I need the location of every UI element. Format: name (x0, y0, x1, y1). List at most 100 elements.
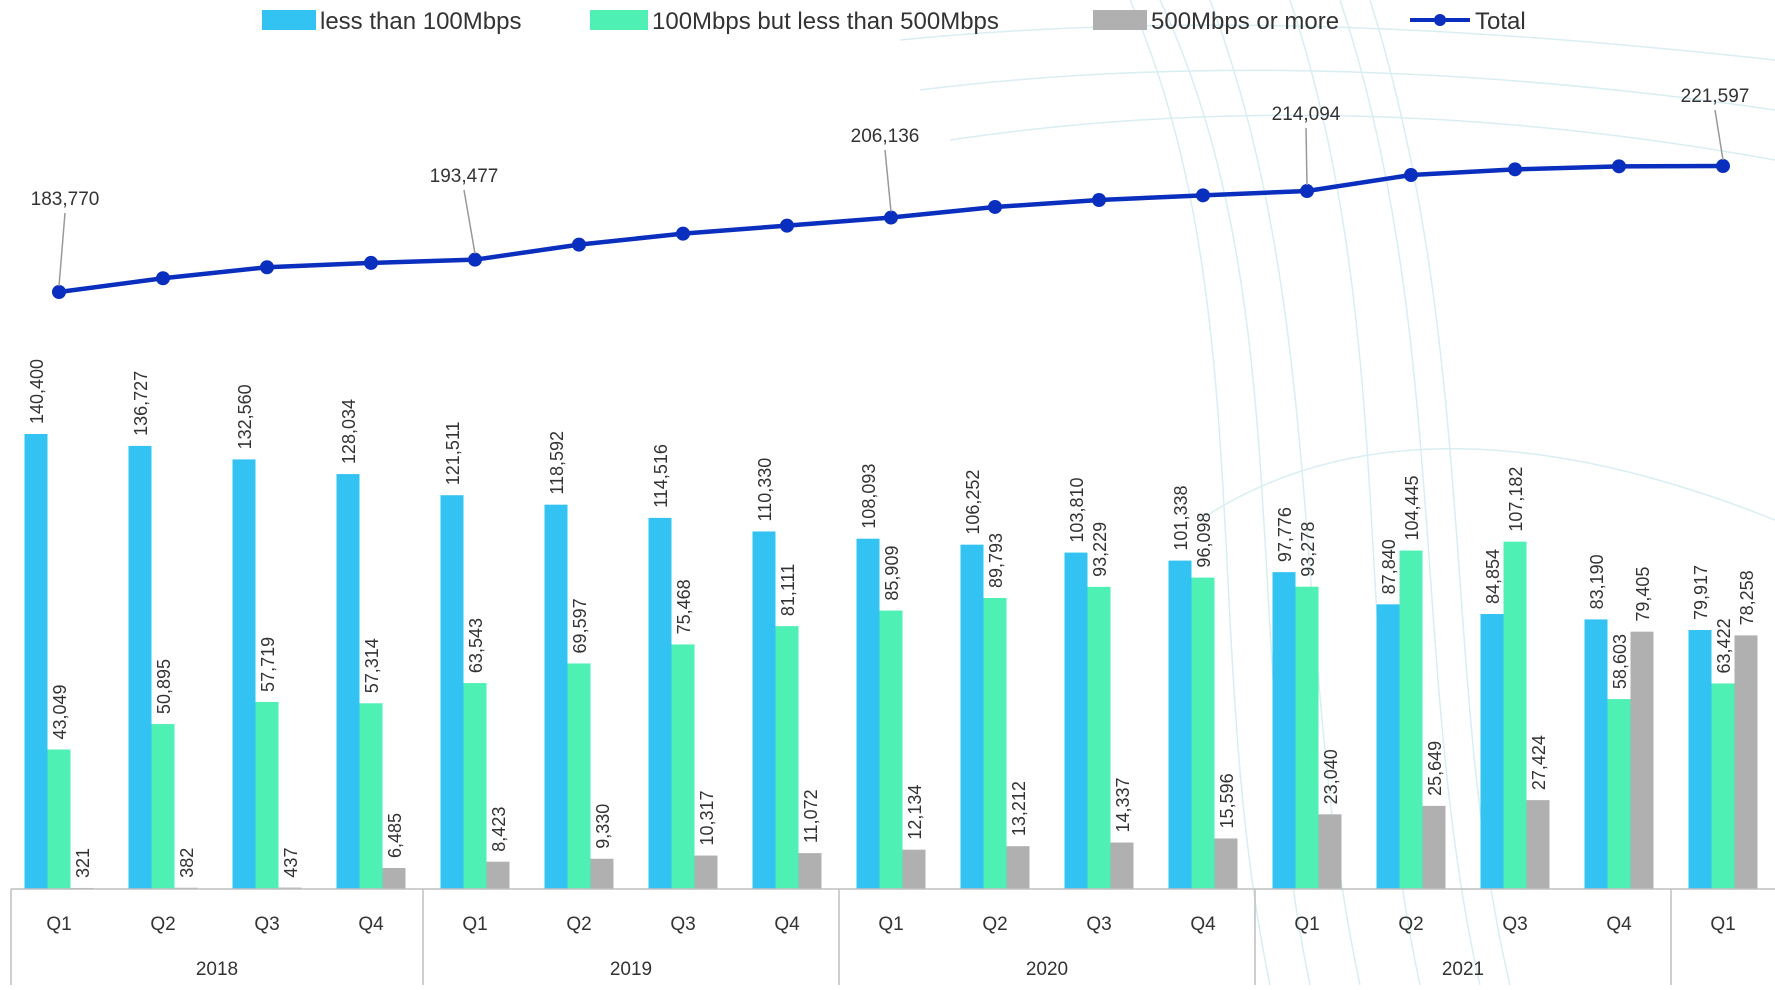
bar-data-labels: 140,400 136,727 132,560 128,034 121,511 118,5… (27, 359, 1757, 878)
quarter-tick-label: Q2 (1398, 914, 1423, 935)
bar (1191, 577, 1215, 889)
bar (671, 644, 695, 889)
bar (1422, 805, 1446, 889)
bar-value-label: 9,330 (593, 804, 613, 849)
bar-value-label: 132,560 (235, 384, 255, 449)
total-point (1508, 162, 1522, 177)
bar-value-label: 83,190 (1587, 554, 1607, 609)
bar-value-label: 87,840 (1379, 539, 1399, 594)
total-value-label: 214,094 (1272, 104, 1341, 125)
legend-label: less than 100Mbps (320, 8, 521, 35)
bar (902, 849, 926, 889)
total-value-label: 221,597 (1681, 86, 1750, 107)
bar (1110, 842, 1134, 889)
total-point (1196, 188, 1210, 203)
total-point (156, 271, 170, 286)
bar (1168, 560, 1192, 889)
legend-label: 500Mbps or more (1151, 8, 1339, 35)
bar (856, 538, 880, 889)
bar-value-label: 58,603 (1610, 634, 1630, 689)
total-point (468, 252, 482, 267)
quarter-tick-label: Q4 (1190, 914, 1216, 935)
total-label-leader (463, 189, 476, 254)
total-point (572, 237, 586, 252)
bar-value-label: 84,854 (1483, 549, 1503, 604)
legend-line-marker (1434, 14, 1446, 26)
bar (1318, 814, 1342, 889)
bar (694, 855, 718, 889)
bar (1711, 683, 1735, 889)
bar (775, 626, 799, 889)
bar-value-label: 110,330 (755, 458, 775, 522)
background-decoration (899, 0, 1775, 986)
bar (1526, 800, 1550, 889)
quarter-tick-label: Q4 (1606, 914, 1632, 935)
total-label-leader (1714, 109, 1724, 161)
quarter-tick-label: Q2 (150, 914, 175, 935)
bar-value-label: 140,400 (27, 359, 47, 424)
quarter-tick-label: Q4 (358, 914, 384, 935)
total-label-leader (884, 149, 892, 212)
bar-value-label: 437 (281, 848, 301, 878)
bar (960, 544, 984, 889)
legend-swatch (1093, 10, 1147, 30)
total-point (884, 210, 898, 225)
bar-value-label: 57,719 (258, 637, 278, 692)
bar (47, 749, 71, 889)
quarter-tick-label: Q3 (254, 914, 279, 935)
bar-value-label: 128,034 (339, 399, 359, 464)
bar (648, 517, 672, 889)
bar-value-label: 103,810 (1067, 478, 1087, 543)
bar (359, 703, 383, 889)
total-value-label: 193,477 (430, 166, 499, 187)
legend: less than 100Mbps 100Mbps but less than 5… (262, 8, 1526, 35)
bar (752, 531, 776, 889)
bar-value-label: 382 (177, 848, 197, 878)
total-point (988, 199, 1002, 214)
bar-value-label: 97,776 (1275, 507, 1295, 562)
bar-value-label: 96,098 (1194, 513, 1214, 568)
bar-value-label: 106,252 (963, 470, 983, 535)
quarter-tick-label: Q2 (982, 914, 1007, 935)
bar (1214, 838, 1238, 889)
bar-value-label: 69,597 (570, 598, 590, 653)
bar-value-label: 114,516 (651, 444, 671, 508)
total-point (1404, 168, 1418, 183)
bar-value-label: 50,895 (154, 659, 174, 714)
total-point (676, 226, 690, 241)
total-value-label: 183,770 (31, 189, 100, 210)
quarter-tick-label: Q1 (46, 914, 71, 935)
total-point (1716, 159, 1730, 174)
bar-value-label: 6,485 (385, 813, 405, 858)
bar (255, 701, 279, 889)
total-line-series: 183,770 193,477 206,136 214,094 221,597 (31, 86, 1750, 299)
bar-value-label: 81,111 (778, 564, 798, 616)
total-point (1612, 159, 1626, 174)
bar (1734, 635, 1758, 889)
bar (440, 495, 464, 889)
bar-value-label: 57,314 (362, 638, 382, 693)
quarter-tick-label: Q2 (566, 914, 591, 935)
legend-label: Total (1475, 8, 1526, 35)
bar-value-label: 118,592 (547, 431, 567, 495)
total-point (1300, 184, 1314, 199)
quarter-tick-label: Q1 (462, 914, 487, 935)
bar (567, 663, 591, 889)
bar-value-label: 27,424 (1529, 735, 1549, 790)
total-point (52, 285, 66, 299)
bar (486, 861, 510, 889)
bar (1399, 550, 1423, 889)
category-axis: Q1 Q2 Q3 Q4 Q1 Q2 Q3 Q4 Q1 Q2 Q3 Q4 Q1 Q2 Q3 Q4 Q1 2018 20… (10, 888, 1775, 985)
bar-value-label: 107,182 (1506, 467, 1526, 532)
quarter-tick-label: Q3 (1086, 914, 1111, 935)
bar-value-label: 25,649 (1425, 741, 1445, 796)
bar-value-label: 10,317 (697, 791, 717, 846)
bar (1087, 586, 1111, 889)
total-value-label: 206,136 (851, 126, 920, 147)
decor-curve (899, 24, 1775, 61)
bar (1376, 604, 1400, 889)
bar-value-label: 78,258 (1737, 570, 1757, 625)
quarter-tick-label: Q1 (1294, 914, 1319, 935)
